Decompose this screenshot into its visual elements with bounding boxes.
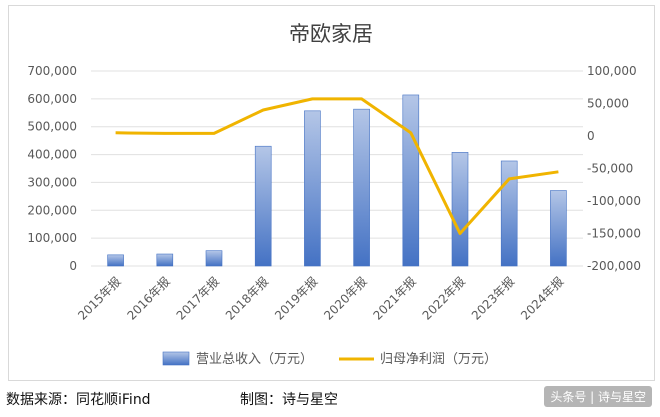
x-axis-tick: 2017年报 (173, 274, 222, 323)
right-axis-tick: 0 (587, 129, 595, 143)
revenue-bar (402, 94, 420, 267)
author-note: 制图：诗与星空 (240, 392, 338, 408)
left-axis-tick: 200,000 (27, 203, 77, 217)
chart-title: 帝欧家居 (289, 22, 373, 46)
revenue-bar (205, 250, 223, 267)
revenue-bar (550, 190, 567, 267)
right-axis-tick: -150,000 (587, 227, 641, 241)
revenue-bar (500, 160, 518, 267)
left-axis-tick: 100,000 (27, 231, 77, 245)
left-axis-tick: 700,000 (27, 64, 77, 78)
chart-frame: 帝欧家居 0 100,000 200,000 300,000 400,000 500,00… (8, 5, 655, 381)
revenue-bar (254, 145, 272, 267)
left-axis-tick: 400,000 (27, 148, 77, 162)
revenue-bar (451, 152, 469, 267)
right-axis-tick: 50,000 (587, 97, 629, 111)
x-axis-tick: 2020年报 (321, 274, 370, 323)
right-axis-tick: -100,000 (587, 194, 641, 208)
watermark: 头条号 | 诗与星空 (544, 386, 652, 407)
x-axis-tick: 2021年报 (370, 274, 419, 323)
left-axis-tick: 0 (69, 259, 77, 273)
x-axis-tick: 2019年报 (271, 274, 320, 323)
x-axis-tick: 2015年报 (75, 274, 124, 323)
source-note: 数据来源：同花顺iFind (6, 392, 151, 408)
legend-swatch-revenue (162, 351, 190, 366)
x-axis-tick: 2023年报 (468, 274, 517, 323)
right-axis-tick: 100,000 (587, 64, 637, 78)
right-axis-tick: -200,000 (587, 259, 641, 273)
chart: 帝欧家居 0 100,000 200,000 300,000 400,000 500,00… (27, 22, 641, 367)
legend: 营业总收入（万元） 归母净利润（万元） (162, 351, 497, 367)
right-axis-tick: -50,000 (587, 162, 633, 176)
left-axis-tick: 300,000 (27, 175, 77, 189)
legend-label-revenue: 营业总收入（万元） (196, 352, 313, 367)
revenue-bar (107, 254, 124, 267)
revenue-bar (304, 110, 321, 267)
left-axis-tick: 600,000 (27, 92, 77, 106)
x-axis-tick: 2024年报 (517, 274, 566, 323)
profit-line (115, 97, 559, 235)
revenue-bar (353, 108, 370, 267)
legend-label-profit: 归母净利润（万元） (380, 352, 497, 367)
revenue-bar (156, 253, 174, 267)
x-axis-tick: 2022年报 (419, 274, 468, 323)
x-axis-tick: 2018年报 (222, 274, 271, 323)
left-axis-tick: 500,000 (27, 120, 77, 134)
x-axis-tick: 2016年报 (124, 274, 173, 323)
